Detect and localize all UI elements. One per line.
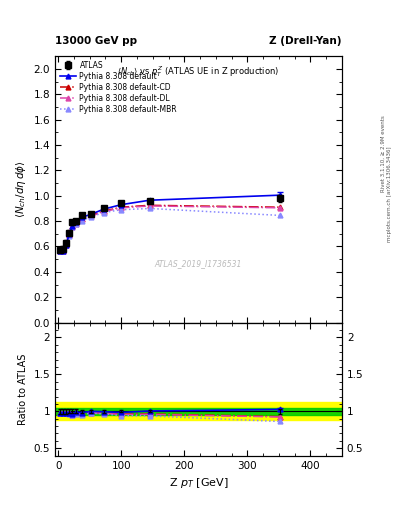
Pythia 8.308 default-DL (89, 213, 94, 219)
Pythia 8.308 default-DL (101, 208, 106, 215)
Line: Pythia 8.308 default-DL: Pythia 8.308 default-DL (57, 203, 283, 253)
Text: Z (Drell-Yan): Z (Drell-Yan) (270, 36, 342, 46)
Pythia 8.308 default-MBR (147, 205, 152, 211)
Pythia 8.308 default-CD (147, 202, 152, 208)
Pythia 8.308 default (147, 197, 152, 203)
Text: $\langle N_{ch}\rangle$ vs $p_T^Z$ (ATLAS UE in Z production): $\langle N_{ch}\rangle$ vs $p_T^Z$ (ATLA… (118, 65, 279, 79)
Pythia 8.308 default-MBR (89, 214, 94, 220)
Pythia 8.308 default-MBR (61, 248, 65, 254)
Y-axis label: Ratio to ATLAS: Ratio to ATLAS (18, 353, 28, 425)
X-axis label: Z $p_T$ [GeV]: Z $p_T$ [GeV] (169, 476, 228, 490)
Pythia 8.308 default (101, 206, 106, 212)
Pythia 8.308 default-DL (67, 232, 72, 238)
Pythia 8.308 default-MBR (79, 218, 84, 224)
Pythia 8.308 default (79, 214, 84, 220)
Text: Rivet 3.1.10, ≥ 2.9M events: Rivet 3.1.10, ≥ 2.9M events (381, 115, 386, 192)
Pythia 8.308 default (57, 248, 62, 254)
Pythia 8.308 default (67, 231, 72, 238)
Line: Pythia 8.308 default-CD: Pythia 8.308 default-CD (57, 203, 283, 253)
Pythia 8.308 default-CD (79, 216, 84, 222)
Pythia 8.308 default-CD (67, 232, 72, 238)
Pythia 8.308 default-MBR (101, 209, 106, 216)
Pythia 8.308 default (70, 223, 75, 229)
Pythia 8.308 default-MBR (73, 221, 78, 227)
Pythia 8.308 default-DL (278, 205, 283, 211)
Pythia 8.308 default-CD (278, 204, 283, 210)
Pythia 8.308 default-DL (73, 221, 78, 227)
Pythia 8.308 default-DL (119, 205, 123, 211)
Line: Pythia 8.308 default: Pythia 8.308 default (57, 193, 283, 253)
Text: mcplots.cern.ch [arXiv:1306.3436]: mcplots.cern.ch [arXiv:1306.3436] (387, 147, 391, 242)
Pythia 8.308 default-DL (57, 248, 62, 254)
Pythia 8.308 default-CD (101, 208, 106, 214)
Pythia 8.308 default-MBR (57, 248, 62, 254)
Pythia 8.308 default-DL (147, 203, 152, 209)
Pythia 8.308 default-MBR (67, 232, 72, 239)
Pythia 8.308 default-CD (119, 204, 123, 210)
Pythia 8.308 default-CD (61, 248, 65, 254)
Pythia 8.308 default-DL (64, 242, 68, 248)
Y-axis label: $\langle N_{ch}/d\eta\, d\phi\rangle$: $\langle N_{ch}/d\eta\, d\phi\rangle$ (14, 161, 28, 218)
Legend: ATLAS, Pythia 8.308 default, Pythia 8.308 default-CD, Pythia 8.308 default-DL, P: ATLAS, Pythia 8.308 default, Pythia 8.30… (57, 58, 179, 116)
Pythia 8.308 default (64, 242, 68, 248)
Pythia 8.308 default (73, 219, 78, 225)
Pythia 8.308 default-CD (70, 223, 75, 229)
Pythia 8.308 default (89, 211, 94, 217)
Pythia 8.308 default-MBR (119, 207, 123, 213)
Pythia 8.308 default-CD (57, 248, 62, 254)
Text: ATLAS_2019_I1736531: ATLAS_2019_I1736531 (155, 260, 242, 268)
Line: Pythia 8.308 default-MBR: Pythia 8.308 default-MBR (57, 206, 283, 253)
Pythia 8.308 default (278, 192, 283, 198)
Pythia 8.308 default (61, 248, 65, 254)
Pythia 8.308 default-CD (89, 212, 94, 219)
Pythia 8.308 default-MBR (278, 212, 283, 219)
Text: 13000 GeV pp: 13000 GeV pp (55, 36, 137, 46)
Pythia 8.308 default (119, 202, 123, 208)
Pythia 8.308 default-DL (70, 224, 75, 230)
Pythia 8.308 default-MBR (64, 242, 68, 248)
Pythia 8.308 default-CD (64, 242, 68, 248)
Pythia 8.308 default-DL (79, 216, 84, 222)
Pythia 8.308 default-CD (73, 220, 78, 226)
Pythia 8.308 default-MBR (70, 224, 75, 230)
Pythia 8.308 default-DL (61, 248, 65, 254)
